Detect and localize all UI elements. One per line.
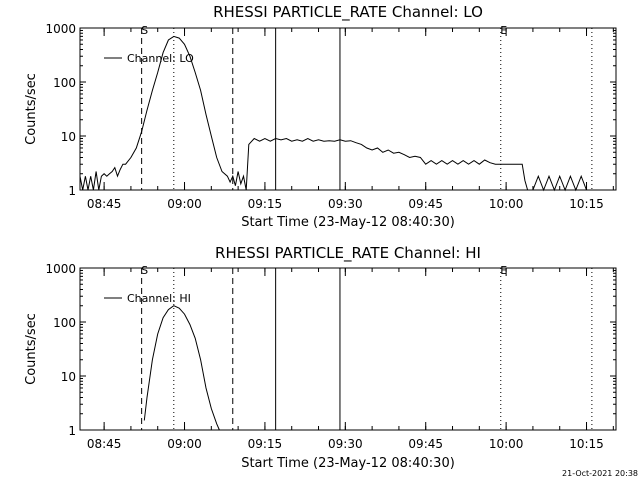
x-tick-label-hi-3: 09:30 bbox=[328, 437, 363, 451]
x-tick-label-lo-5: 10:00 bbox=[489, 197, 524, 211]
marker-s-hi: S bbox=[141, 264, 148, 277]
x-tick-label-hi-2: 09:15 bbox=[248, 437, 283, 451]
legend-label-lo: Channel: LO bbox=[127, 52, 194, 65]
x-axis-label-hi: Start Time (23-May-12 08:40:30) bbox=[241, 456, 455, 471]
x-tick-label-hi-0: 08:45 bbox=[87, 437, 122, 451]
timestamp: 21-Oct-2021 20:38 bbox=[562, 469, 638, 478]
y-tick-label-hi-2: 100 bbox=[53, 316, 76, 330]
marker-e-hi: E bbox=[500, 264, 507, 277]
x-tick-label-lo-3: 09:30 bbox=[328, 197, 363, 211]
x-tick-label-lo-1: 09:00 bbox=[167, 197, 202, 211]
plot-frame-hi bbox=[79, 267, 617, 431]
x-tick-label-lo-4: 09:45 bbox=[408, 197, 443, 211]
y-tick-label-lo-2: 100 bbox=[53, 76, 76, 90]
y-axis-label-lo: Counts/sec bbox=[24, 73, 39, 145]
x-tick-label-hi-6: 10:15 bbox=[569, 437, 604, 451]
x-tick-label-hi-5: 10:00 bbox=[489, 437, 524, 451]
x-tick-label-lo-6: 10:15 bbox=[569, 197, 604, 211]
y-tick-label-hi-0: 1 bbox=[68, 424, 76, 438]
y-tick-label-lo-1: 10 bbox=[61, 130, 76, 144]
chart-title-lo: RHESSI PARTICLE_RATE Channel: LO bbox=[213, 3, 483, 22]
y-tick-label-lo-0: 1 bbox=[68, 184, 76, 198]
marker-e-lo: E bbox=[500, 24, 507, 37]
series-line-lo-0 bbox=[79, 35, 592, 192]
y-tick-label-hi-3: 1000 bbox=[45, 262, 76, 276]
y-axis-label-hi: Counts/sec bbox=[24, 313, 39, 385]
x-tick-label-hi-1: 09:00 bbox=[167, 437, 202, 451]
chart-title-hi: RHESSI PARTICLE_RATE Channel: HI bbox=[215, 244, 481, 263]
y-tick-label-lo-3: 1000 bbox=[45, 22, 76, 36]
x-axis-label-lo: Start Time (23-May-12 08:40:30) bbox=[241, 215, 455, 230]
legend-label-hi: Channel: HI bbox=[127, 292, 191, 305]
x-tick-label-hi-4: 09:45 bbox=[408, 437, 443, 451]
y-tick-label-hi-1: 10 bbox=[61, 370, 76, 384]
panel-lo: RHESSI PARTICLE_RATE Channel: LO Start T… bbox=[24, 3, 617, 230]
axis-ticks-lo: 1 10 100 1000 08:45 09:00 09:15 09:30 09:45 10:00… bbox=[45, 22, 616, 211]
panel-hi: RHESSI PARTICLE_RATE Channel: HI Start T… bbox=[24, 244, 617, 471]
x-tick-label-lo-0: 08:45 bbox=[87, 197, 122, 211]
series-line-hi-0 bbox=[143, 305, 220, 431]
x-tick-label-lo-2: 09:15 bbox=[248, 197, 283, 211]
plot-frame-lo bbox=[79, 27, 617, 191]
marker-s-lo: S bbox=[141, 24, 148, 37]
